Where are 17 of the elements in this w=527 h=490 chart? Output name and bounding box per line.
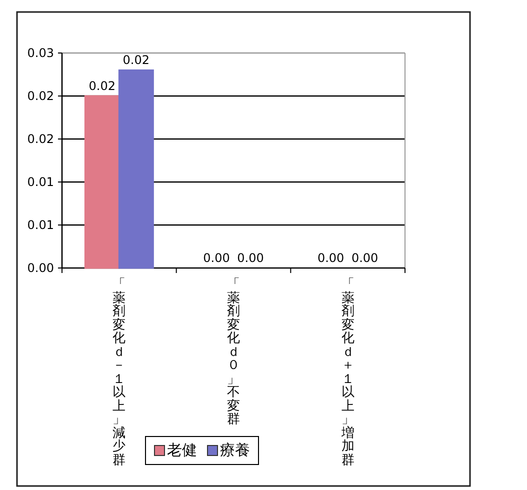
y-tick-label: 0.01 (27, 218, 54, 232)
legend-label: 療養 (220, 441, 250, 459)
y-tick-label: 0.01 (27, 175, 54, 189)
category-label: 「薬剤変化ｄ＋１以上」増加群 (341, 277, 354, 468)
y-tick-label: 0.03 (27, 46, 54, 60)
text: 0.02 (88, 79, 116, 93)
text: 0.00 (237, 251, 264, 265)
y-tick-label: 0.00 (27, 261, 54, 275)
y-tick-label: 0.02 (27, 132, 54, 146)
y-tick-label: 0.02 (27, 89, 54, 103)
text: 0.00 (203, 251, 230, 265)
text: 0.02 (122, 53, 150, 68)
legend-label: 老健 (167, 441, 197, 459)
text: 0.00 (351, 251, 378, 265)
text: 0.00 (317, 251, 344, 265)
category-label: 「薬剤変化ｄ０」不変群 (227, 277, 240, 427)
category-label: 「薬剤変化ｄ－１以上」減少群 (112, 277, 126, 468)
